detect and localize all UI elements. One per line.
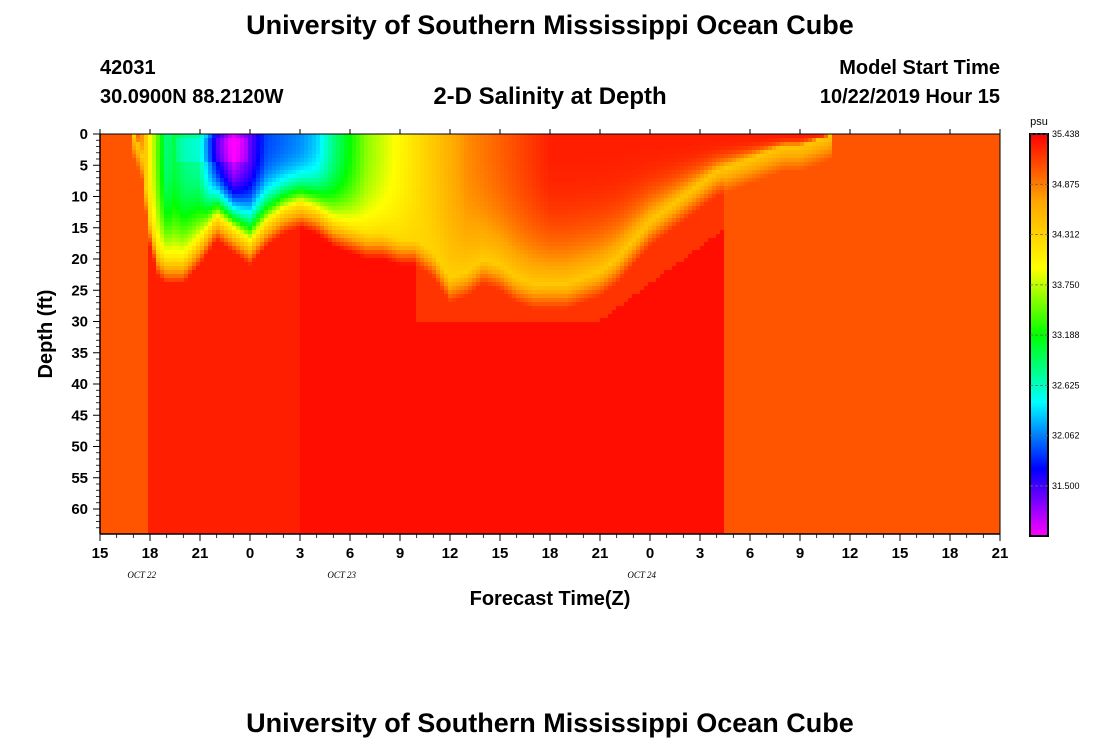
y-tick-label: 20 <box>71 251 88 268</box>
x-tick-label: 9 <box>796 545 804 562</box>
y-tick-label: 50 <box>71 439 88 456</box>
y-axis-title: Depth (ft) <box>35 290 57 379</box>
colorbar-unit: psu <box>1030 116 1048 128</box>
x-tick-label: 12 <box>842 545 859 562</box>
x-tick-label: 6 <box>746 545 754 562</box>
y-tick-label: 55 <box>71 470 88 487</box>
x-tick-label: 18 <box>142 545 159 562</box>
x-tick-label: 3 <box>296 545 304 562</box>
footer-title: University of Southern Mississippi Ocean… <box>0 708 1100 739</box>
y-tick-label: 0 <box>80 126 88 143</box>
y-tick-label: 30 <box>71 314 88 331</box>
axes: 15 18 21 0 3 6 9 12 15 18 21 0 3 6 9 12 15 18 21 OCT 22 OCT … <box>35 126 1008 610</box>
x-tick-label: 15 <box>892 545 909 562</box>
x-date-label: OCT 22 <box>127 570 156 580</box>
x-date-label: OCT 23 <box>327 570 356 580</box>
station-coordinates: 30.0900N 88.2120W <box>100 86 283 109</box>
y-tick-label: 10 <box>71 189 88 206</box>
x-tick-label: 6 <box>346 545 354 562</box>
x-tick-label: 0 <box>246 545 254 562</box>
x-date-label: OCT 24 <box>627 570 656 580</box>
x-tick-label: 3 <box>696 545 704 562</box>
colorbar-tick-label: 31.500 <box>1052 481 1080 491</box>
colorbar-tick-label: 32.625 <box>1052 380 1080 390</box>
y-tick-label: 25 <box>71 282 88 299</box>
x-tick-label: 0 <box>646 545 654 562</box>
model-start-label: Model Start Time <box>839 57 1000 80</box>
chart-subtitle: 2-D Salinity at Depth <box>0 83 1100 111</box>
x-tick-label: 21 <box>592 545 609 562</box>
colorbar: psu 35.438 34.875 34.312 33.750 33.188 32.625 3… <box>1029 116 1080 537</box>
y-tick-label: 15 <box>71 220 88 237</box>
plot-area <box>99 133 1001 535</box>
y-tick-label: 60 <box>71 501 88 518</box>
y-tick-label: 35 <box>71 345 88 362</box>
colorbar-tick-label: 32.062 <box>1052 431 1080 441</box>
x-axis-title: Forecast Time(Z) <box>470 588 631 610</box>
y-tick-label: 45 <box>71 407 88 424</box>
x-tick-label: 18 <box>542 545 559 562</box>
x-tick-label: 15 <box>492 545 509 562</box>
x-tick-label: 21 <box>192 545 209 562</box>
colorbar-tick-label: 33.750 <box>1052 280 1080 290</box>
station-id: 42031 <box>100 57 156 80</box>
x-tick-label: 15 <box>92 545 109 562</box>
y-tick-label: 5 <box>80 157 88 174</box>
model-start-value: 10/22/2019 Hour 15 <box>820 86 1000 109</box>
x-tick-label: 21 <box>992 545 1009 562</box>
colorbar-tick-label: 34.312 <box>1052 230 1080 240</box>
x-tick-label: 12 <box>442 545 459 562</box>
y-tick-label: 40 <box>71 376 88 393</box>
colorbar-tick-label: 33.188 <box>1052 330 1080 340</box>
page-title: University of Southern Mississippi Ocean… <box>0 10 1100 41</box>
colorbar-tick-label: 35.438 <box>1052 129 1080 139</box>
x-tick-label: 9 <box>396 545 404 562</box>
x-tick-label: 18 <box>942 545 959 562</box>
colorbar-tick-label: 34.875 <box>1052 179 1080 189</box>
